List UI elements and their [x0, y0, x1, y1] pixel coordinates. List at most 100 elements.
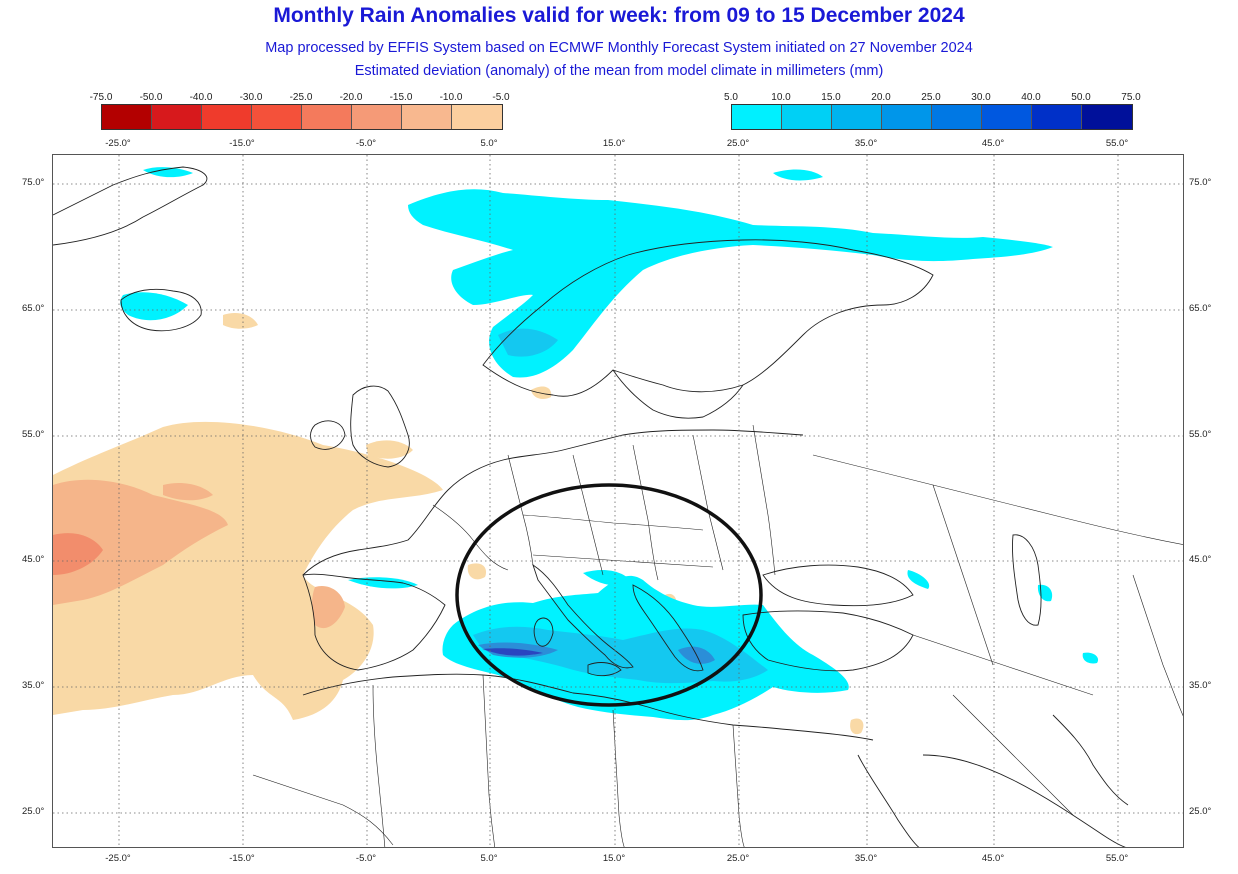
legend-color-swatch	[1082, 105, 1132, 129]
coast-persian-gulf	[1052, 714, 1129, 806]
legend-negative-labels: -75.0 -50.0 -40.0 -30.0 -25.0 -20.0 -15.0 -10.0…	[83, 92, 523, 104]
legend-tick-label: 75.0	[1121, 92, 1141, 103]
longitude-label: -5.0°	[355, 138, 377, 149]
coast-baltic	[612, 369, 744, 419]
coast-europe-mainland	[302, 429, 804, 576]
longitude-label: 45.0°	[981, 853, 1005, 864]
coast-sicily	[587, 662, 622, 677]
coast-greenland	[53, 166, 208, 246]
longitude-label: 55.0°	[1105, 138, 1129, 149]
legend-tick-label: 30.0	[971, 92, 991, 103]
legend-negative-colorbar	[101, 104, 503, 130]
coast-caspian	[1012, 534, 1042, 626]
longitude-label: -5.0°	[355, 853, 377, 864]
country-borders	[252, 424, 1183, 847]
legend-tick-label: 10.0	[771, 92, 791, 103]
legend-color-swatch	[402, 105, 452, 129]
legend-tick-label: 25.0	[921, 92, 941, 103]
legend-tick-label: 50.0	[1071, 92, 1091, 103]
coast-scandinavia	[482, 239, 934, 397]
wet-area-norway-coast-medium	[498, 328, 558, 357]
coast-british-isles	[350, 385, 410, 468]
latitude-label: 55.0°	[22, 429, 45, 440]
longitude-label: 25.0°	[726, 853, 750, 864]
legend-color-swatch	[352, 105, 402, 129]
graticule	[53, 155, 1183, 847]
latitude-label: 65.0°	[22, 303, 45, 314]
longitude-label: 35.0°	[854, 853, 878, 864]
legend-color-swatch	[982, 105, 1032, 129]
coast-iceland	[120, 288, 202, 332]
legend-tick-label: 15.0	[821, 92, 841, 103]
wet-area-caspian	[1037, 584, 1053, 602]
legend-color-swatch	[452, 105, 502, 129]
latitude-label: 75.0°	[1189, 177, 1212, 188]
dry-anomaly-areas	[53, 313, 864, 735]
legend-tick-label: -5.0	[492, 92, 510, 103]
map-canvas	[53, 155, 1183, 847]
legend-positive-colorbar	[731, 104, 1133, 130]
dry-area-medium-atlantic	[53, 479, 228, 605]
coast-north-africa	[302, 673, 874, 741]
longitude-label: 5.0°	[480, 853, 498, 864]
wet-area-barents	[773, 169, 823, 181]
legend-tick-label: 5.0	[724, 92, 738, 103]
latitude-label: 35.0°	[22, 680, 45, 691]
highlight-circle	[455, 483, 763, 707]
legend-color-swatch	[152, 105, 202, 129]
wet-area-adriatic	[583, 570, 633, 586]
longitude-label: -25.0°	[105, 853, 131, 864]
longitude-label: 35.0°	[854, 138, 878, 149]
legend-positive-labels: 5.0 10.0 15.0 20.0 25.0 30.0 40.0 50.0 75.0	[713, 92, 1153, 104]
dry-area-strong-atlantic	[53, 533, 103, 575]
legend-negative-anomaly: -75.0 -50.0 -40.0 -30.0 -25.0 -20.0 -15.0 -10.0…	[83, 92, 523, 130]
latitude-label: 75.0°	[22, 177, 45, 188]
coast-black-sea	[762, 564, 914, 607]
legend-tick-label: -30.0	[239, 92, 263, 103]
legend-color-swatch	[302, 105, 352, 129]
dry-area-levant	[850, 718, 864, 735]
dry-area-iceland-east	[223, 313, 258, 329]
anomaly-map[interactable]	[52, 154, 1184, 848]
wet-area-norwegian-sea	[408, 189, 1053, 378]
latitude-label: 45.0°	[1189, 554, 1212, 565]
longitude-label: 15.0°	[602, 853, 626, 864]
latitude-label: 25.0°	[22, 806, 45, 817]
coast-turkey	[742, 610, 914, 672]
latitude-label: 35.0°	[1189, 680, 1212, 691]
legend-tick-label: 20.0	[871, 92, 891, 103]
coast-red-sea	[857, 754, 920, 847]
legend-color-swatch	[782, 105, 832, 129]
dry-area-medium-portugal	[312, 585, 345, 629]
wet-area-iran	[1082, 652, 1099, 664]
coast-sardinia	[533, 617, 554, 647]
legend-tick-label: 40.0	[1021, 92, 1041, 103]
legend-color-swatch	[832, 105, 882, 129]
longitude-label: 55.0°	[1105, 853, 1129, 864]
longitude-label: 45.0°	[981, 138, 1005, 149]
legend-color-swatch	[932, 105, 982, 129]
latitude-label: 45.0°	[22, 554, 45, 565]
wet-area-black-sea	[907, 570, 930, 589]
wet-area-bay-of-biscay	[348, 577, 418, 589]
legend-tick-label: -20.0	[339, 92, 363, 103]
legend-tick-label: -50.0	[139, 92, 163, 103]
legend-color-swatch	[202, 105, 252, 129]
longitude-label: 25.0°	[726, 138, 750, 149]
legend-tick-label: -15.0	[389, 92, 413, 103]
legend-tick-label: -25.0	[289, 92, 313, 103]
longitude-label: 15.0°	[602, 138, 626, 149]
coast-balkans-greece	[632, 584, 704, 672]
legend-color-swatch	[732, 105, 782, 129]
dry-area-alps	[467, 563, 487, 580]
legend-positive-anomaly: 5.0 10.0 15.0 20.0 25.0 30.0 40.0 50.0 75.0	[713, 92, 1153, 130]
legend-tick-label: -10.0	[439, 92, 463, 103]
legend-tick-label: -40.0	[189, 92, 213, 103]
wet-area-greenland	[143, 167, 193, 178]
legend-tick-label: -75.0	[89, 92, 113, 103]
longitude-label: -15.0°	[229, 853, 255, 864]
dry-area-norway-south	[531, 386, 552, 399]
dry-area-medium-biscay	[163, 483, 213, 501]
wet-area-iceland	[120, 292, 188, 321]
longitude-label: -25.0°	[105, 138, 131, 149]
